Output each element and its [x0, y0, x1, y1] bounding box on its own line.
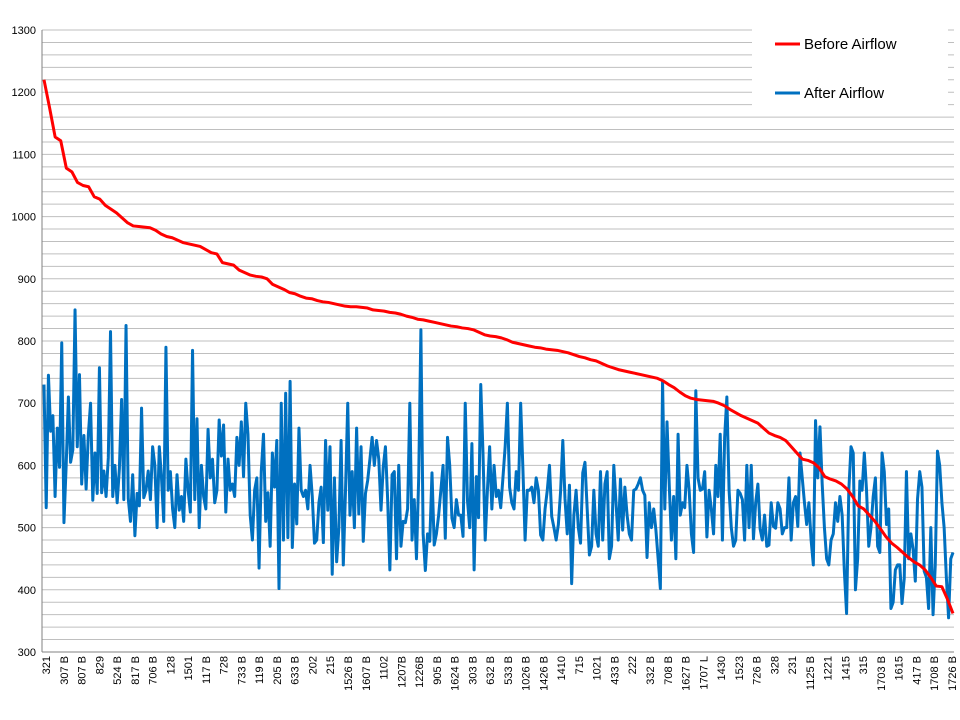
y-tick-label: 700: [18, 398, 36, 410]
x-tick-label: 1523: [734, 656, 746, 680]
x-tick-label: 633 B: [290, 656, 302, 685]
x-tick-label: 829: [94, 656, 106, 674]
x-tick-label: 728: [219, 656, 231, 674]
x-tick-label: 1607 B: [361, 656, 373, 691]
x-tick-label: 1703 B: [876, 656, 888, 691]
x-tick-label: 1021: [592, 656, 604, 680]
x-tick-label: 1415: [840, 656, 852, 680]
x-tick-label: 1426 B: [538, 656, 550, 691]
x-tick-label: 715: [574, 656, 586, 674]
x-tick-label: 1526 B: [343, 656, 355, 691]
y-tick-label: 900: [18, 274, 36, 286]
x-tick-label: 433 B: [609, 656, 621, 685]
x-tick-label: 119 B: [254, 656, 266, 684]
y-axis-tick-labels: 300 400 500 600 700 800 900 1000 1100 1200 1300: [12, 25, 36, 659]
y-tick-label: 1200: [12, 87, 36, 99]
x-tick-label: 117 B: [201, 656, 213, 684]
x-tick-label: 307 B: [59, 656, 71, 685]
gridlines: [42, 29, 954, 653]
x-tick-label: 315: [858, 656, 870, 674]
x-tick-label: 1726 B: [947, 656, 959, 691]
x-tick-label: 1410: [556, 656, 568, 680]
x-tick-label: 321: [41, 656, 53, 674]
x-tick-label: 1226B: [414, 656, 426, 688]
x-tick-label: 1624 B: [450, 656, 462, 691]
x-tick-label: 303 B: [467, 656, 479, 685]
y-tick-label: 500: [18, 523, 36, 535]
x-tick-label: 733 B: [236, 656, 248, 685]
y-tick-label: 800: [18, 336, 36, 348]
x-tick-label: 332 B: [645, 656, 657, 685]
x-tick-label: 708 B: [663, 656, 675, 685]
y-tick-label: 300: [18, 647, 36, 659]
x-tick-label: 632 B: [485, 656, 497, 685]
x-tick-label: 1707 L: [698, 656, 710, 690]
x-tick-label: 1430: [716, 656, 728, 680]
series-lines: [42, 79, 955, 620]
x-tick-label: 807 B: [77, 656, 89, 685]
x-tick-label: 1501: [183, 656, 195, 680]
x-tick-label: 1207B: [396, 656, 408, 688]
x-tick-label: 905 B: [432, 656, 444, 685]
x-tick-label: 817 B: [130, 656, 142, 685]
legend-label-after-airflow: After Airflow: [804, 85, 884, 102]
x-tick-label: 417 B: [911, 656, 923, 685]
x-tick-label: 128: [165, 656, 177, 674]
x-tick-label: 706 B: [148, 656, 160, 685]
series-line-before-airflow: [42, 79, 955, 614]
x-tick-label: 202: [307, 656, 319, 674]
x-axis-tick-labels: 321 307 B 807 B 829 524 B 817 B 706 B 128 1501 11…: [41, 656, 959, 691]
legend-label-before-airflow: Before Airflow: [804, 36, 897, 53]
x-tick-label: 524 B: [112, 656, 124, 685]
x-tick-label: 533 B: [503, 656, 515, 685]
y-tick-label: 1100: [12, 149, 36, 161]
x-tick-label: 231: [787, 656, 799, 674]
x-tick-label: 328: [769, 656, 781, 674]
legend: Before Airflow After Airflow: [752, 18, 948, 116]
x-tick-label: 1615: [894, 656, 906, 680]
x-tick-label: 1102: [379, 656, 391, 680]
x-tick-label: 1708 B: [929, 656, 941, 691]
x-tick-label: 222: [627, 656, 639, 674]
series-line-after-airflow: [42, 308, 955, 620]
x-tick-label: 1221: [823, 656, 835, 680]
x-tick-label: 1026 B: [521, 656, 533, 691]
axes: [41, 30, 954, 653]
x-tick-label: 726 B: [752, 656, 764, 685]
y-tick-label: 1000: [12, 212, 36, 224]
x-tick-label: 215: [325, 656, 337, 674]
x-tick-label: 1627 B: [681, 656, 693, 691]
y-tick-label: 1300: [12, 25, 36, 37]
x-tick-label: 1125 B: [805, 656, 817, 690]
y-tick-label: 400: [18, 585, 36, 597]
x-tick-label: 205 B: [272, 656, 284, 685]
y-tick-label: 600: [18, 460, 36, 472]
